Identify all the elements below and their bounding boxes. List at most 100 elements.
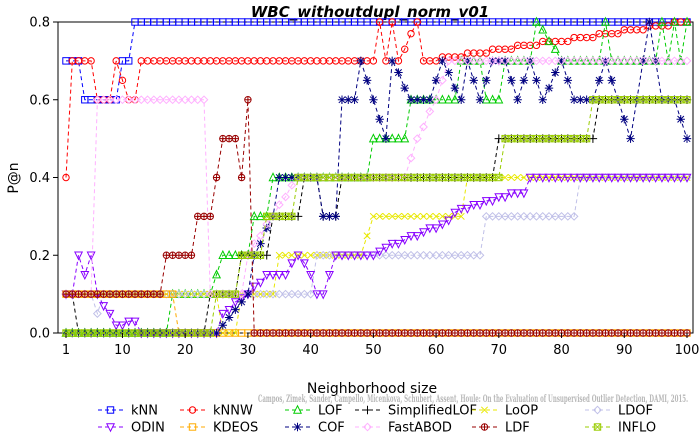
point-odin — [356, 251, 366, 261]
legend-label-lof: LOF — [318, 404, 343, 419]
point-fastabod — [187, 95, 196, 105]
point-ldf — [162, 251, 171, 259]
point-fastabod — [193, 95, 203, 105]
point-cof — [456, 95, 466, 104]
point-odin — [481, 197, 491, 207]
point-loop — [376, 212, 384, 220]
point-ldf — [470, 329, 478, 337]
point-fastabod — [500, 56, 510, 66]
point-odin — [293, 251, 303, 261]
point-loop — [532, 173, 541, 182]
point-ldf — [212, 173, 221, 182]
chart-title: WBC_withoutdupl_norm_v01 — [251, 3, 489, 21]
series-line-ldf — [66, 99, 687, 334]
point-fastabod — [582, 56, 592, 66]
point-fastabod — [111, 95, 121, 105]
point-odin — [324, 270, 334, 281]
point-loop — [501, 173, 509, 182]
point-cof — [519, 76, 529, 85]
point-fastabod — [118, 95, 127, 105]
point-odin — [368, 251, 378, 261]
point-cof — [607, 76, 616, 85]
point-loop — [426, 212, 434, 220]
point-loop — [388, 212, 396, 220]
y-tick-label: 0.8 — [29, 16, 50, 31]
point-ldf — [614, 329, 622, 337]
point-fastabod — [619, 56, 629, 66]
point-knnw — [413, 18, 421, 26]
point-ldof — [312, 250, 322, 260]
point-cof — [212, 328, 221, 338]
point-odin — [575, 173, 585, 183]
point-ldf — [156, 290, 164, 298]
point-ldf — [68, 290, 76, 298]
point-ldof — [161, 289, 171, 299]
point-lof — [212, 269, 222, 279]
point-ldf — [375, 329, 384, 337]
point-fastabod — [105, 95, 115, 105]
point-loop — [401, 212, 409, 220]
point-cof — [507, 76, 516, 85]
point-lof — [444, 94, 454, 104]
point-odin — [682, 173, 692, 183]
point-odin — [638, 173, 648, 183]
legend-marker-kdeos — [188, 423, 197, 431]
legend-marker-simplifiedlof — [363, 405, 372, 415]
point-ldof — [532, 211, 541, 221]
point-ldf — [81, 290, 89, 298]
point-ldf — [426, 329, 434, 337]
point-odin — [644, 173, 654, 183]
point-ldf — [187, 251, 196, 259]
point-fastabod — [419, 122, 428, 132]
point-ldf — [482, 329, 490, 337]
point-fastabod — [575, 56, 585, 66]
point-ldf — [463, 329, 472, 337]
legend-marker-lof — [292, 404, 303, 414]
point-lof — [437, 94, 447, 104]
point-fastabod — [243, 250, 253, 260]
point-ldof — [268, 289, 278, 299]
point-ldof — [463, 250, 472, 260]
point-fastabod — [168, 95, 178, 105]
point-fastabod — [437, 75, 447, 85]
point-cof — [500, 56, 510, 66]
point-lof — [375, 133, 385, 143]
point-fastabod — [180, 95, 190, 105]
point-cof — [281, 173, 290, 182]
point-ldof — [111, 289, 121, 299]
point-ldof — [387, 250, 397, 260]
point-cof — [475, 95, 485, 104]
point-odin — [632, 173, 642, 183]
point-fastabod — [256, 231, 265, 241]
point-lof — [400, 133, 410, 143]
point-odin — [569, 173, 579, 183]
point-loop — [363, 232, 371, 240]
point-odin — [255, 278, 265, 288]
point-fastabod — [569, 56, 579, 66]
point-cof — [413, 95, 422, 104]
point-odin — [406, 232, 416, 242]
point-fastabod — [594, 56, 604, 66]
point-odin — [494, 193, 504, 203]
point-ldf — [294, 329, 302, 337]
point-fastabod — [538, 56, 548, 66]
point-cof — [356, 56, 366, 66]
point-fastabod — [663, 56, 673, 66]
series-simplifiedlof — [61, 95, 692, 338]
point-lof — [224, 249, 234, 259]
legend-label-loop: LoOP — [505, 404, 538, 419]
series-line-kdeos — [66, 293, 687, 334]
point-ldf — [137, 290, 145, 298]
point-ldof — [519, 211, 529, 221]
legend-label-knnw: kNNW — [213, 404, 253, 419]
point-fastabod — [205, 289, 215, 299]
point-ldf — [570, 329, 578, 337]
point-cof — [563, 76, 573, 85]
point-odin — [331, 251, 341, 261]
point-odin — [525, 173, 535, 183]
point-fastabod — [412, 134, 422, 144]
x-tick-label: 100 — [675, 343, 699, 358]
point-odin — [318, 290, 328, 300]
point-odin — [531, 173, 541, 183]
point-ldof — [550, 211, 560, 221]
